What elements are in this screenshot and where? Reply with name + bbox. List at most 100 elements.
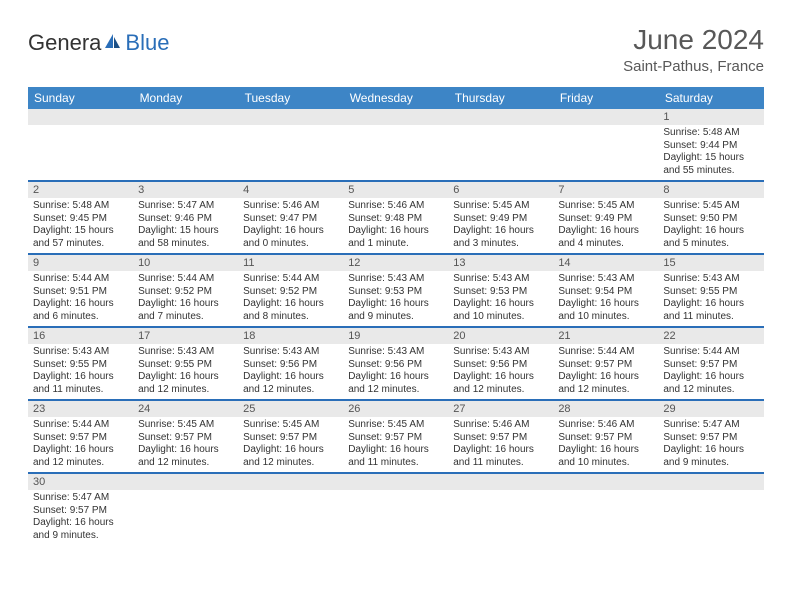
day-number: 16 — [28, 328, 133, 344]
sunrise-text: Sunrise: 5:48 AM — [33, 200, 128, 213]
weekday-header: Saturday — [658, 87, 763, 109]
day-details: Sunrise: 5:43 AMSunset: 9:53 PMDaylight:… — [343, 271, 448, 326]
calendar-body: 1Sunrise: 5:48 AMSunset: 9:44 PMDaylight… — [28, 109, 764, 545]
weekday-header: Tuesday — [238, 87, 343, 109]
sunrise-text: Sunrise: 5:44 AM — [33, 273, 128, 286]
weekday-header: Sunday — [28, 87, 133, 109]
logo-text-general: Genera — [28, 30, 101, 56]
daylight-text: Daylight: 16 hours and 6 minutes. — [33, 298, 128, 323]
day-number — [238, 474, 343, 490]
day-details — [238, 125, 343, 173]
day-number: 11 — [238, 255, 343, 271]
sunset-text: Sunset: 9:57 PM — [243, 432, 338, 445]
calendar-day-cell: 2Sunrise: 5:48 AMSunset: 9:45 PMDaylight… — [28, 181, 133, 254]
sunrise-text: Sunrise: 5:44 AM — [558, 346, 653, 359]
sunrise-text: Sunrise: 5:45 AM — [453, 200, 548, 213]
sunset-text: Sunset: 9:56 PM — [243, 359, 338, 372]
day-details: Sunrise: 5:45 AMSunset: 9:49 PMDaylight:… — [553, 198, 658, 253]
sunrise-text: Sunrise: 5:47 AM — [138, 200, 233, 213]
sunset-text: Sunset: 9:56 PM — [348, 359, 443, 372]
day-details — [238, 490, 343, 538]
day-number: 20 — [448, 328, 553, 344]
calendar-empty-cell — [343, 109, 448, 181]
calendar-empty-cell — [553, 473, 658, 545]
day-details: Sunrise: 5:44 AMSunset: 9:52 PMDaylight:… — [133, 271, 238, 326]
calendar-week-row: 16Sunrise: 5:43 AMSunset: 9:55 PMDayligh… — [28, 327, 764, 400]
day-details: Sunrise: 5:43 AMSunset: 9:56 PMDaylight:… — [238, 344, 343, 399]
sunset-text: Sunset: 9:48 PM — [348, 213, 443, 226]
day-number: 24 — [133, 401, 238, 417]
sunrise-text: Sunrise: 5:43 AM — [453, 346, 548, 359]
calendar-empty-cell — [28, 109, 133, 181]
day-number — [448, 474, 553, 490]
sunrise-text: Sunrise: 5:44 AM — [663, 346, 758, 359]
daylight-text: Daylight: 16 hours and 12 minutes. — [33, 444, 128, 469]
day-details: Sunrise: 5:47 AMSunset: 9:57 PMDaylight:… — [28, 490, 133, 545]
calendar-day-cell: 3Sunrise: 5:47 AMSunset: 9:46 PMDaylight… — [133, 181, 238, 254]
sunset-text: Sunset: 9:57 PM — [663, 359, 758, 372]
calendar-day-cell: 25Sunrise: 5:45 AMSunset: 9:57 PMDayligh… — [238, 400, 343, 473]
sail-icon — [103, 30, 123, 56]
sunrise-text: Sunrise: 5:45 AM — [348, 419, 443, 432]
sunrise-text: Sunrise: 5:44 AM — [33, 419, 128, 432]
daylight-text: Daylight: 16 hours and 10 minutes. — [558, 444, 653, 469]
day-details: Sunrise: 5:43 AMSunset: 9:54 PMDaylight:… — [553, 271, 658, 326]
calendar-day-cell: 14Sunrise: 5:43 AMSunset: 9:54 PMDayligh… — [553, 254, 658, 327]
daylight-text: Daylight: 16 hours and 12 minutes. — [558, 371, 653, 396]
day-number — [343, 109, 448, 125]
calendar-day-cell: 13Sunrise: 5:43 AMSunset: 9:53 PMDayligh… — [448, 254, 553, 327]
logo-text-blue: Blue — [125, 30, 169, 56]
calendar-empty-cell — [133, 473, 238, 545]
daylight-text: Daylight: 16 hours and 11 minutes. — [33, 371, 128, 396]
location-label: Saint-Pathus, France — [623, 58, 764, 75]
sunset-text: Sunset: 9:47 PM — [243, 213, 338, 226]
day-details: Sunrise: 5:44 AMSunset: 9:51 PMDaylight:… — [28, 271, 133, 326]
day-number: 15 — [658, 255, 763, 271]
sunrise-text: Sunrise: 5:43 AM — [243, 346, 338, 359]
day-details: Sunrise: 5:47 AMSunset: 9:57 PMDaylight:… — [658, 417, 763, 472]
daylight-text: Daylight: 16 hours and 9 minutes. — [348, 298, 443, 323]
day-number: 13 — [448, 255, 553, 271]
header-right: June 2024 Saint-Pathus, France — [623, 24, 764, 75]
sunset-text: Sunset: 9:55 PM — [663, 286, 758, 299]
day-details: Sunrise: 5:43 AMSunset: 9:56 PMDaylight:… — [448, 344, 553, 399]
daylight-text: Daylight: 16 hours and 12 minutes. — [663, 371, 758, 396]
sunrise-text: Sunrise: 5:43 AM — [663, 273, 758, 286]
calendar-day-cell: 17Sunrise: 5:43 AMSunset: 9:55 PMDayligh… — [133, 327, 238, 400]
sunset-text: Sunset: 9:50 PM — [663, 213, 758, 226]
sunrise-text: Sunrise: 5:45 AM — [138, 419, 233, 432]
daylight-text: Daylight: 16 hours and 3 minutes. — [453, 225, 548, 250]
daylight-text: Daylight: 16 hours and 8 minutes. — [243, 298, 338, 323]
calendar-day-cell: 11Sunrise: 5:44 AMSunset: 9:52 PMDayligh… — [238, 254, 343, 327]
sunset-text: Sunset: 9:52 PM — [243, 286, 338, 299]
day-number: 18 — [238, 328, 343, 344]
day-details: Sunrise: 5:44 AMSunset: 9:57 PMDaylight:… — [28, 417, 133, 472]
sunset-text: Sunset: 9:49 PM — [558, 213, 653, 226]
sunrise-text: Sunrise: 5:45 AM — [243, 419, 338, 432]
calendar-empty-cell — [448, 473, 553, 545]
calendar-day-cell: 23Sunrise: 5:44 AMSunset: 9:57 PMDayligh… — [28, 400, 133, 473]
day-number: 8 — [658, 182, 763, 198]
sunset-text: Sunset: 9:55 PM — [33, 359, 128, 372]
day-number — [658, 474, 763, 490]
calendar-empty-cell — [343, 473, 448, 545]
page-header: Genera Blue June 2024 Saint-Pathus, Fran… — [28, 24, 764, 75]
day-number — [238, 109, 343, 125]
day-number: 19 — [343, 328, 448, 344]
day-number: 4 — [238, 182, 343, 198]
calendar-day-cell: 9Sunrise: 5:44 AMSunset: 9:51 PMDaylight… — [28, 254, 133, 327]
daylight-text: Daylight: 15 hours and 57 minutes. — [33, 225, 128, 250]
daylight-text: Daylight: 16 hours and 12 minutes. — [243, 444, 338, 469]
day-number: 10 — [133, 255, 238, 271]
day-number: 14 — [553, 255, 658, 271]
calendar-empty-cell — [238, 109, 343, 181]
daylight-text: Daylight: 16 hours and 11 minutes. — [663, 298, 758, 323]
sunset-text: Sunset: 9:57 PM — [558, 359, 653, 372]
day-number: 17 — [133, 328, 238, 344]
calendar-day-cell: 30Sunrise: 5:47 AMSunset: 9:57 PMDayligh… — [28, 473, 133, 545]
day-number: 5 — [343, 182, 448, 198]
day-number: 26 — [343, 401, 448, 417]
sunrise-text: Sunrise: 5:46 AM — [453, 419, 548, 432]
calendar-empty-cell — [448, 109, 553, 181]
daylight-text: Daylight: 16 hours and 12 minutes. — [348, 371, 443, 396]
